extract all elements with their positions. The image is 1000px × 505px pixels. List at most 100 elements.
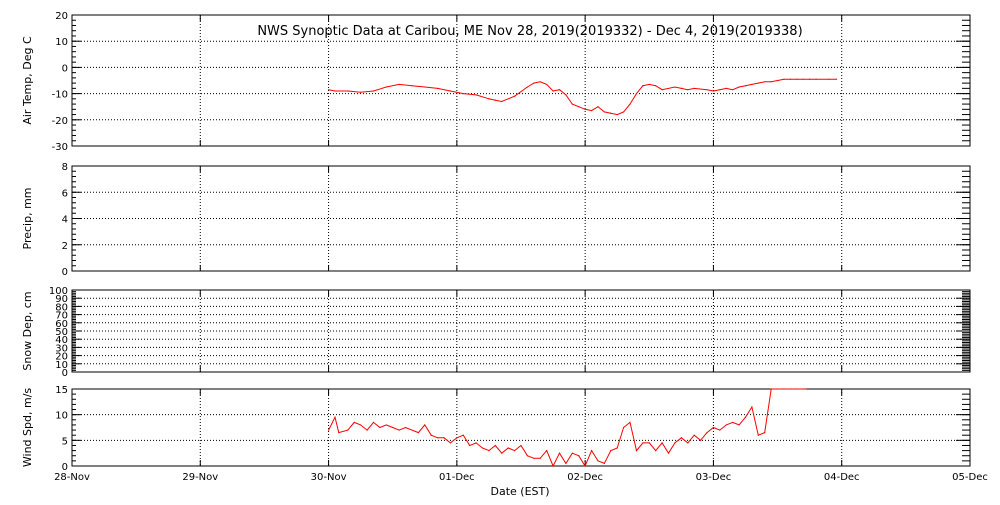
wind-speed-data-point bbox=[366, 429, 368, 431]
wind-speed-frame bbox=[71, 388, 971, 467]
wind-speed-data-point bbox=[379, 426, 381, 429]
x-tick-label: 01-Dec bbox=[439, 472, 475, 483]
wind-speed-data-point bbox=[757, 434, 759, 436]
wind-speed-data-point bbox=[738, 424, 740, 426]
snow-depth-y-tick-label: 40 bbox=[55, 335, 68, 346]
air-temp-data-point bbox=[565, 94, 567, 96]
chart-title: NWS Synoptic Data at Caribou, ME Nov 28,… bbox=[257, 24, 802, 39]
wind-speed-y-axis-label: Wind Spd, m/s bbox=[21, 388, 34, 468]
air-temp-data-point bbox=[513, 95, 516, 97]
air-temp-data-point bbox=[732, 89, 734, 91]
air-temp-data-point bbox=[796, 78, 798, 80]
wind-speed-data-point bbox=[456, 437, 458, 439]
wind-speed-data-point bbox=[353, 421, 355, 423]
wind-speed-data-point bbox=[347, 429, 349, 431]
air-temp-frame bbox=[71, 14, 971, 147]
air-temp-data-point bbox=[661, 89, 663, 91]
air-temp-data-point bbox=[533, 82, 535, 84]
wind-speed-data-point bbox=[796, 388, 798, 390]
precip-y-axis-label: Precip, mm bbox=[21, 188, 34, 250]
wind-speed-series-line bbox=[328, 388, 806, 468]
wind-speed-data-point bbox=[558, 452, 561, 454]
air-temp-data-point bbox=[488, 98, 490, 100]
wind-speed-data-point bbox=[327, 429, 330, 431]
snow-depth-y-tick-label: 60 bbox=[55, 319, 68, 330]
wind-speed-data-point bbox=[680, 437, 682, 439]
wind-speed-data-point bbox=[725, 424, 727, 426]
wind-speed-data-point bbox=[744, 416, 747, 418]
snow-depth-y-tick-label: 0 bbox=[62, 368, 68, 379]
air-temp-data-point bbox=[809, 78, 811, 80]
air-temp-y-tick-label: 10 bbox=[55, 37, 68, 48]
x-tick-label: 05-Dec bbox=[952, 472, 988, 483]
wind-speed-data-point bbox=[398, 429, 400, 431]
wind-speed-data-point bbox=[674, 442, 676, 444]
snow-depth-y-tick-label: 90 bbox=[55, 294, 68, 305]
wind-speed-data-point bbox=[783, 388, 785, 390]
wind-speed-data-point bbox=[776, 388, 779, 390]
air-temp-data-point bbox=[815, 78, 817, 80]
wind-speed-data-point bbox=[616, 447, 618, 449]
snow-depth-y-tick-label: 50 bbox=[55, 327, 68, 338]
air-temp-data-point bbox=[719, 89, 721, 91]
air-temp-data-point bbox=[571, 103, 573, 105]
wind-speed-y-tick-label: 10 bbox=[55, 411, 68, 422]
precip-y-tick-label: 2 bbox=[62, 241, 68, 252]
wind-speed-data-point bbox=[597, 460, 599, 462]
wind-speed-y-tick-label: 15 bbox=[55, 385, 68, 396]
air-temp-data-point bbox=[674, 86, 676, 88]
snow-depth-y-tick-label: 70 bbox=[55, 311, 68, 322]
wind-speed-data-point bbox=[623, 426, 625, 429]
air-temp-data-point bbox=[783, 78, 785, 80]
wind-speed-data-point bbox=[661, 442, 663, 444]
wind-speed-data-point bbox=[475, 442, 477, 444]
snow-depth-frame bbox=[71, 289, 971, 373]
air-temp-data-point bbox=[590, 110, 593, 112]
air-temp-data-point bbox=[757, 82, 759, 84]
air-temp-data-point bbox=[558, 89, 561, 91]
air-temp-y-tick-label: 0 bbox=[62, 63, 68, 74]
wind-speed-data-point bbox=[764, 432, 766, 434]
wind-speed-data-point bbox=[437, 437, 439, 439]
wind-speed-data-point bbox=[417, 432, 419, 434]
precip-y-tick-label: 4 bbox=[62, 215, 68, 226]
wind-speed-panel: 0 5 10 15 Wind Spd, m/s bbox=[21, 385, 971, 473]
wind-speed-data-point bbox=[610, 450, 612, 452]
wind-speed-data-point bbox=[424, 424, 426, 426]
air-temp-data-point bbox=[584, 108, 586, 110]
air-temp-data-point bbox=[738, 86, 740, 88]
wind-speed-data-point bbox=[693, 434, 695, 436]
air-temp-data-point bbox=[475, 94, 477, 96]
wind-speed-data-point bbox=[571, 452, 573, 454]
air-temp-data-point bbox=[411, 85, 413, 87]
wind-speed-data-point bbox=[552, 465, 554, 467]
air-temp-data-point bbox=[360, 91, 362, 93]
air-temp-panel: -30 -20 -10 0 10 20 Air Temp, Deg C bbox=[21, 11, 971, 153]
air-temp-data-point bbox=[680, 87, 682, 89]
air-temp-data-point bbox=[334, 90, 336, 92]
air-temp-data-point bbox=[552, 90, 554, 92]
wind-speed-data-point bbox=[469, 444, 471, 447]
air-temp-data-point bbox=[526, 86, 529, 88]
air-temp-data-point bbox=[835, 78, 838, 80]
wind-speed-data-point bbox=[494, 444, 496, 447]
air-temp-y-axis-label: Air Temp, Deg C bbox=[21, 36, 34, 125]
air-temp-data-point bbox=[424, 86, 426, 88]
air-temp-data-point bbox=[462, 93, 464, 95]
wind-speed-data-point bbox=[590, 450, 593, 452]
air-temp-data-point bbox=[616, 113, 618, 116]
wind-speed-data-point bbox=[751, 406, 753, 408]
air-temp-data-point bbox=[693, 87, 695, 89]
precip-panel: 0 2 4 6 8 Precip, mm bbox=[21, 162, 971, 278]
air-temp-data-point bbox=[629, 103, 631, 105]
air-temp-data-point bbox=[642, 85, 644, 87]
air-temp-y-tick-label: 20 bbox=[55, 11, 68, 22]
wind-speed-data-point bbox=[687, 442, 689, 444]
wind-speed-data-point bbox=[385, 424, 387, 426]
wind-speed-data-point bbox=[449, 442, 452, 444]
wind-speed-data-point bbox=[667, 452, 670, 454]
wind-speed-data-point bbox=[462, 434, 464, 436]
air-temp-data-point bbox=[437, 87, 439, 89]
